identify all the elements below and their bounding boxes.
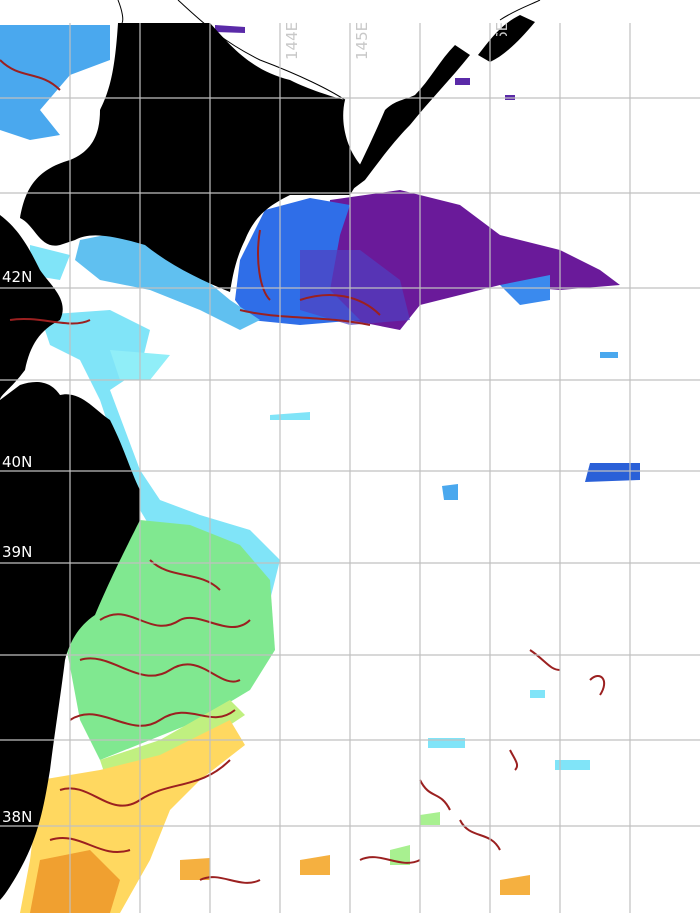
lon-label-144e: 144E	[283, 21, 301, 60]
lat-label-40n: 40N	[2, 453, 33, 471]
cyan-patches	[270, 412, 590, 770]
lat-label-38n: 38N	[2, 808, 33, 826]
purple-patches	[215, 25, 515, 100]
temperature-fields	[0, 25, 640, 913]
lat-label-42n: 42N	[2, 268, 33, 286]
coastal-cyan	[30, 245, 280, 600]
coastal-light-blue	[75, 232, 260, 330]
sakhalin-coastline	[117, 0, 541, 101]
east-blue-patch	[585, 463, 640, 482]
orange-patches	[180, 855, 530, 895]
lat-label-39n: 39N	[2, 543, 33, 561]
lon-label-145e: 145E	[353, 21, 371, 60]
northwest-light-blue	[0, 25, 110, 140]
green-patches	[390, 812, 440, 865]
green-region	[65, 520, 275, 760]
kuril-etorofu	[478, 15, 535, 62]
orange-region	[30, 850, 120, 913]
blue-eddy	[500, 275, 550, 305]
kuril-kunashiri	[345, 45, 470, 195]
graticule	[0, 23, 700, 913]
hokkaido	[20, 23, 365, 292]
land	[0, 15, 535, 900]
